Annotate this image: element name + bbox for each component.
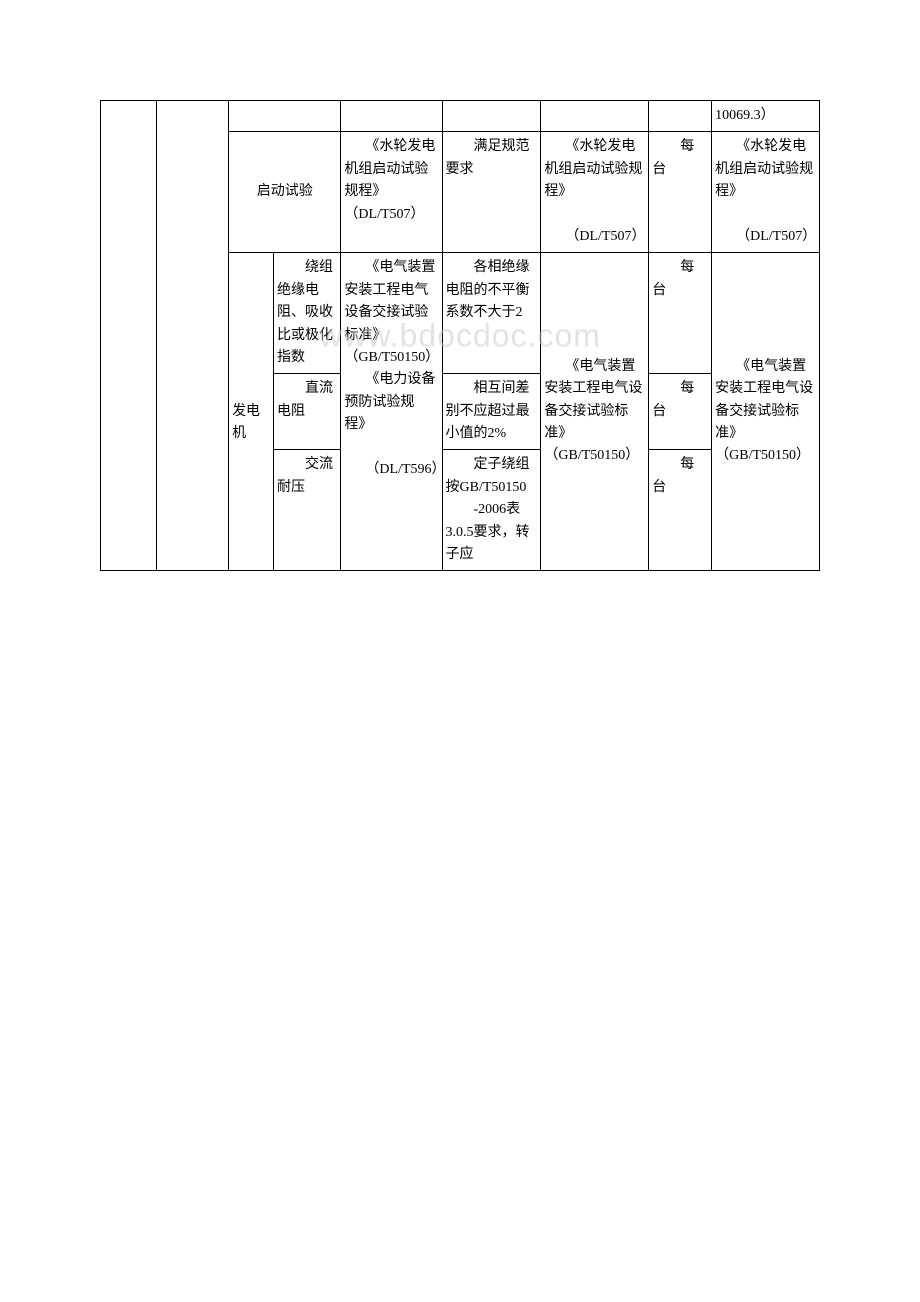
cell-r1-c7 [649, 101, 712, 132]
cell-r2-c7: 每台 [649, 132, 712, 253]
cell-r1-c3 [229, 101, 341, 132]
cell-r4-c7: 每台 [649, 374, 712, 450]
cell-r3-c3b: 绕组绝缘电阻、吸收比或极化指数 [274, 253, 341, 374]
cell-r1-c6 [541, 101, 649, 132]
cell-r1-c8: 10069.3） [712, 101, 820, 132]
cell-r3-c5: 各相绝缘电阻的不平衡系数不大于2 [442, 253, 541, 374]
cell-r2-c5: 满足规范要求 [442, 132, 541, 253]
cell-r1-c5 [442, 101, 541, 132]
cell-r5-c7: 每台 [649, 450, 712, 571]
cell-r3-c3a: 发电机 [229, 253, 274, 571]
cell-r5-c3b: 交流耐压 [274, 450, 341, 571]
table-container: www.bdocdoc.com 10069.3） [100, 100, 820, 571]
cell-r3-c4: 《电气装置安装工程电气设备交接试验标准》（GB/T50150） 《电力设备预防试… [341, 253, 442, 571]
table-row: 10069.3） [101, 101, 820, 132]
cell-r3-c7: 每台 [649, 253, 712, 374]
cell-r2-c4: 《水轮发电机组启动试验规程》（DL/T507） [341, 132, 442, 253]
cell-r3-c8: 《电气装置安装工程电气设备交接试验标准》（GB/T50150） [712, 253, 820, 571]
cell-r2-c8: 《水轮发电机组启动试验规程》 （DL/T507） [712, 132, 820, 253]
standards-table: 10069.3） 启动试验 《水轮发电机组启动试验规程》（DL/T507） 满足… [100, 100, 820, 571]
cell-r4-c5: 相互间差别不应超过最小值的2% [442, 374, 541, 450]
cell-r1-c4 [341, 101, 442, 132]
cell-r4-c3b: 直流电阻 [274, 374, 341, 450]
cell-r2-c6: 《水轮发电机组启动试验规程》 （DL/T507） [541, 132, 649, 253]
cell-r5-c5: 定子绕组按GB/T50150 -2006表3.0.5要求，转子应 [442, 450, 541, 571]
cell-c1 [101, 101, 157, 571]
cell-r2-c3: 启动试验 [229, 132, 341, 253]
cell-c2 [157, 101, 229, 571]
cell-r3-c6: 《电气装置安装工程电气设备交接试验标准》（GB/T50150） [541, 253, 649, 571]
